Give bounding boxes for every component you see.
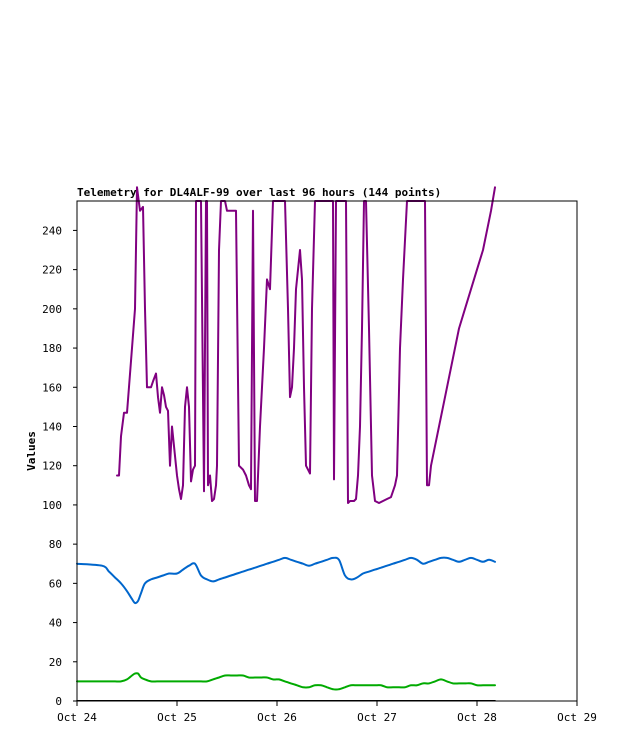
y-tick-label: 20 xyxy=(49,656,62,669)
x-tick-label: Oct 29 xyxy=(557,711,597,724)
y-tick-label: 200 xyxy=(42,303,62,316)
x-tick-label: Oct 24 xyxy=(57,711,97,724)
series-line-2 xyxy=(76,672,496,691)
series-layer xyxy=(76,186,496,701)
series-line-0 xyxy=(116,186,496,504)
x-tick-label: Oct 25 xyxy=(157,711,197,724)
y-tick-label: 40 xyxy=(49,617,62,630)
y-tick-label: 160 xyxy=(42,381,62,394)
y-tick-label: 120 xyxy=(42,460,62,473)
series-line-1 xyxy=(76,556,496,605)
y-tick-label: 240 xyxy=(42,224,62,237)
plot-frame xyxy=(76,200,578,702)
chart-title: Telemetry for DL4ALF-99 over last 96 hou… xyxy=(77,186,441,199)
y-tick-label: 180 xyxy=(42,342,62,355)
axis-layer: 0 20 40 60 80 100 120 140 160 180 200 220 240 Oct 24 O… xyxy=(42,224,597,724)
y-tick-label: 0 xyxy=(55,695,62,708)
y-tick-label: 220 xyxy=(42,264,62,277)
y-tick-label: 80 xyxy=(49,538,62,551)
x-tick-label: Oct 27 xyxy=(357,711,397,724)
y-axis-title: Values xyxy=(25,431,38,471)
y-tick-label: 60 xyxy=(49,577,62,590)
y-tick-label: 100 xyxy=(42,499,62,512)
y-tick-label: 140 xyxy=(42,420,62,433)
x-tick-label: Oct 26 xyxy=(257,711,297,724)
x-tick-label: Oct 28 xyxy=(457,711,497,724)
